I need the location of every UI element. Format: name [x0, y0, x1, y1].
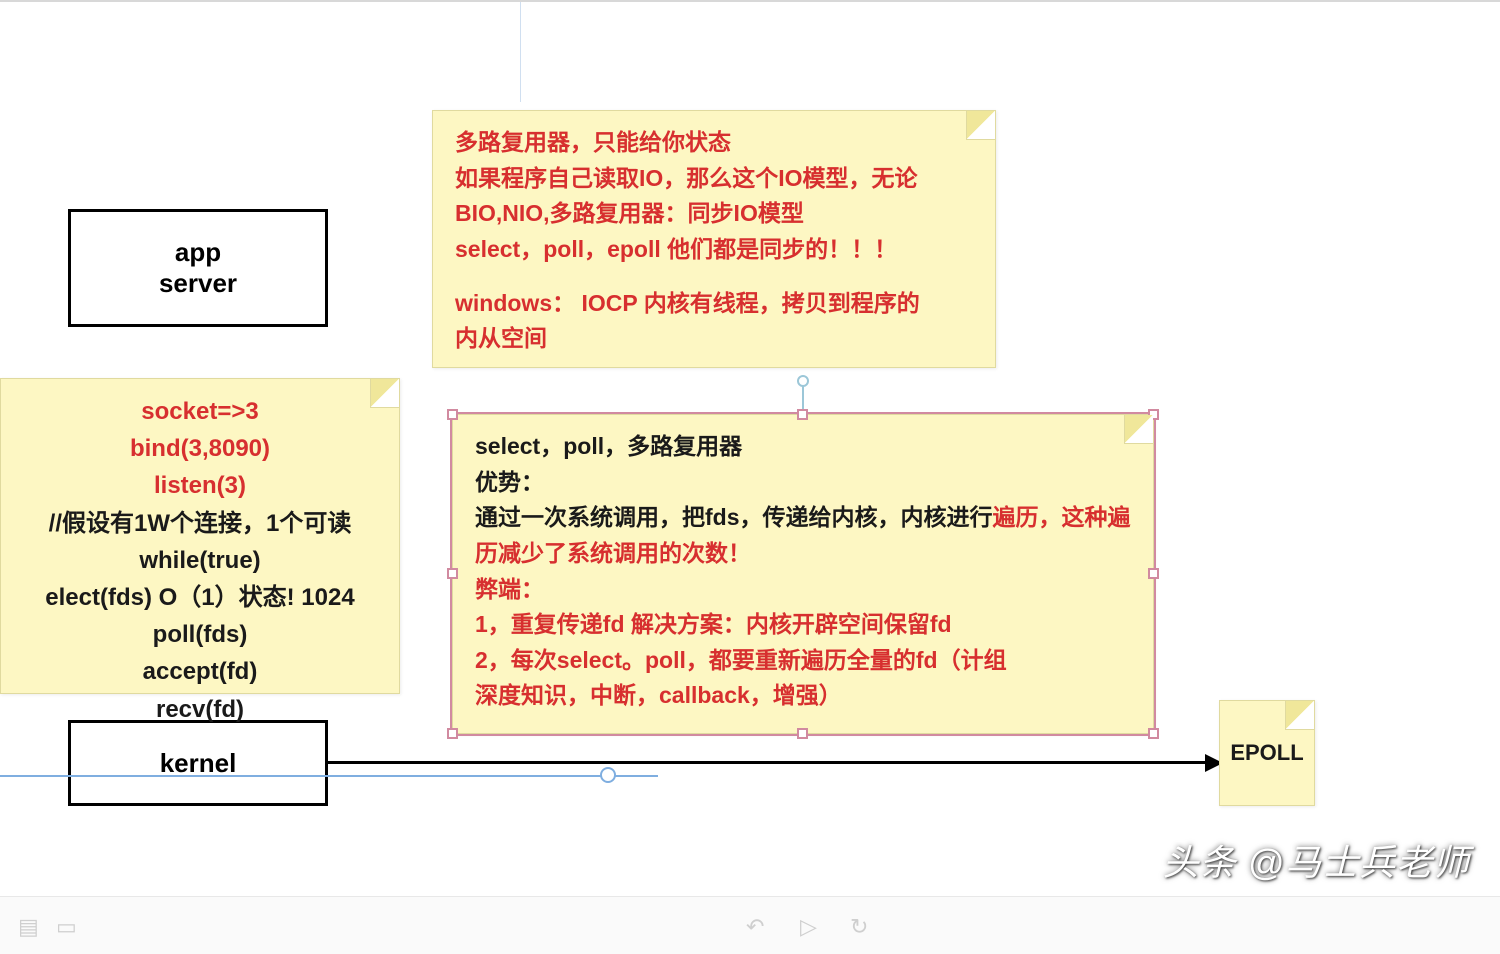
- note-left-l8: accept(fd): [23, 653, 377, 690]
- note-center[interactable]: select，poll，多路复用器 优势： 通过一次系统调用，把fds，传递给内…: [452, 414, 1154, 734]
- note-center-l7: 深度知识，中断，callback，增强）: [475, 678, 1131, 714]
- note-top-l3: BIO,NIO,多路复用器：同步IO模型: [455, 196, 973, 232]
- loop-icon[interactable]: ↻: [850, 914, 868, 940]
- note-center-l4: 弊端：: [475, 572, 1131, 608]
- play-icon[interactable]: ▷: [800, 914, 817, 940]
- note-center-l3a: 通过一次系统调用，把fds，传递给内核，内核进行: [475, 504, 993, 530]
- epoll-label: EPOLL: [1230, 740, 1303, 766]
- note-left-content: socket=>3 bind(3,8090) listen(3) //假设有1W…: [1, 379, 399, 742]
- note-top-l1: 多路复用器，只能给你状态: [455, 125, 973, 161]
- note-left-l2: bind(3,8090): [23, 430, 377, 467]
- app-server-box: app server: [68, 209, 328, 327]
- app-box-line2: server: [159, 268, 237, 299]
- top-ruler: [0, 0, 1500, 2]
- kernel-label: kernel: [160, 748, 237, 779]
- resize-handle-sw[interactable]: [447, 728, 458, 739]
- blue-guide-line: [0, 775, 658, 777]
- resize-handle-n[interactable]: [797, 409, 808, 420]
- app-box-line1: app: [159, 237, 237, 268]
- note-top-l2: 如果程序自己读取IO，那么这个IO模型，无论: [455, 161, 973, 197]
- arrow-line: [328, 761, 1208, 764]
- note-left-l3: listen(3): [23, 467, 377, 504]
- resize-handle-w[interactable]: [447, 568, 458, 579]
- note-top-l4: select，poll，epoll 他们都是同步的！！！: [455, 232, 973, 268]
- note-left-l9: recv(fd): [23, 691, 377, 728]
- note-left-l7: poll(fds): [23, 616, 377, 653]
- note-center-l3: 通过一次系统调用，把fds，传递给内核，内核进行遍历，这种遍历减少了系统调用的次…: [475, 500, 1131, 571]
- note-left: socket=>3 bind(3,8090) listen(3) //假设有1W…: [0, 378, 400, 694]
- rotate-line: [802, 385, 804, 411]
- resize-handle-nw[interactable]: [447, 409, 458, 420]
- note-top: 多路复用器，只能给你状态 如果程序自己读取IO，那么这个IO模型，无论 BIO,…: [432, 110, 996, 368]
- slides-view-icon[interactable]: ▤: [18, 914, 39, 940]
- guide-line: [520, 2, 521, 102]
- note-top-content: 多路复用器，只能给你状态 如果程序自己读取IO，那么这个IO模型，无论 BIO,…: [433, 111, 995, 371]
- note-center-l5: 1，重复传递fd 解决方案：内核开辟空间保留fd: [475, 607, 1131, 643]
- note-left-l1: socket=>3: [23, 393, 377, 430]
- note-center-content: select，poll，多路复用器 优势： 通过一次系统调用，把fds，传递给内…: [453, 415, 1153, 728]
- note-top-l6: windows： IOCP 内核有线程，拷贝到程序的: [455, 286, 973, 322]
- diagram-canvas: app server kernel EPOLL 多路复用器，只能给你状态 如果程…: [0, 0, 1500, 954]
- note-top-gap: [455, 268, 973, 286]
- blue-guide-dot-icon[interactable]: [600, 767, 616, 783]
- note-center-l1: select，poll，多路复用器: [475, 429, 1131, 465]
- note-top-l7: 内从空间: [455, 321, 973, 357]
- note-left-l5: while(true): [23, 542, 377, 579]
- status-bar: ▤ ▭ ↶ ▷ ↻: [0, 896, 1500, 954]
- note-center-l2: 优势：: [475, 465, 1131, 501]
- rotate-handle-icon[interactable]: [797, 375, 809, 387]
- epoll-note: EPOLL: [1219, 700, 1315, 806]
- note-left-l4: //假设有1W个连接，1个可读: [23, 505, 377, 542]
- note-left-l6: elect(fds) O（1）状态! 1024: [23, 579, 377, 616]
- watermark-text: 头条 @马士兵老师: [1162, 834, 1470, 886]
- resize-handle-ne[interactable]: [1148, 409, 1159, 420]
- reading-view-icon[interactable]: ▭: [56, 914, 77, 940]
- resize-handle-e[interactable]: [1148, 568, 1159, 579]
- return-icon[interactable]: ↶: [746, 914, 764, 940]
- note-center-l6: 2，每次select。poll，都要重新遍历全量的fd（计组: [475, 643, 1131, 679]
- resize-handle-s[interactable]: [797, 728, 808, 739]
- resize-handle-se[interactable]: [1148, 728, 1159, 739]
